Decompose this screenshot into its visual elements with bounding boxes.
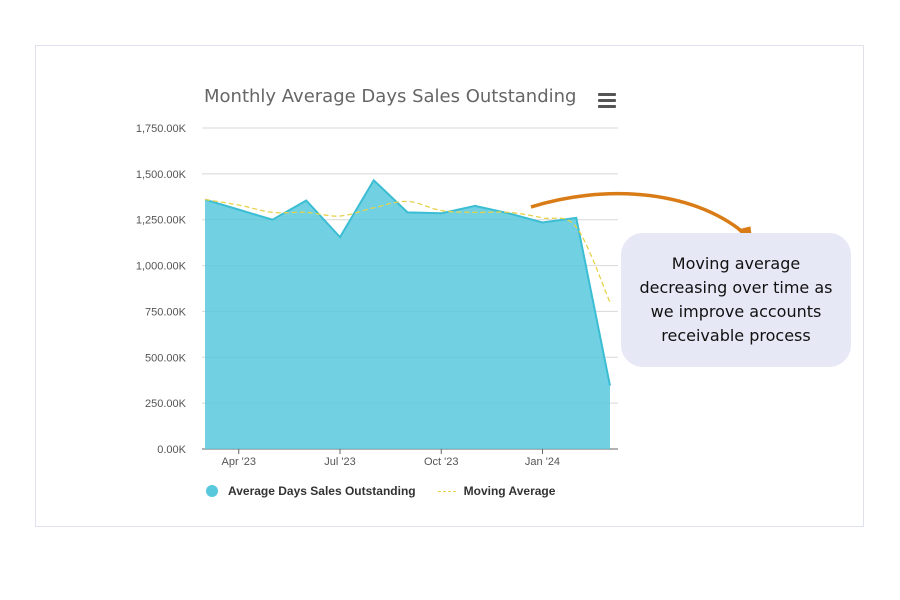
- y-tick-label: 250.00K: [145, 398, 187, 410]
- x-tick-label: Jul '23: [324, 456, 355, 468]
- chart-title: Monthly Average Days Sales Outstanding: [204, 86, 577, 107]
- area-line: [204, 178, 611, 386]
- legend-label-area[interactable]: Average Days Sales Outstanding: [228, 484, 416, 498]
- annotation-callout: Moving average decreasing over time as w…: [621, 233, 851, 367]
- x-tick-label: Apr '23: [221, 456, 256, 468]
- annotation-text: Moving average decreasing over time as w…: [639, 254, 833, 345]
- chart-legend: Average Days Sales Outstanding Moving Av…: [206, 484, 555, 498]
- y-tick-label: 1,000.00K: [136, 261, 187, 273]
- x-tick-label: Jan '24: [525, 456, 560, 468]
- y-axis-ticks: 0.00K 250.00K 500.00K 750.00K 1,000.00K 1,250…: [136, 123, 187, 456]
- y-tick-label: 750.00K: [145, 306, 187, 318]
- area-series: [204, 178, 611, 449]
- legend-label-moving-average[interactable]: Moving Average: [463, 484, 556, 498]
- moving-average-line: [204, 198, 611, 303]
- annotation-arrow-line: [530, 191, 746, 235]
- y-tick-label: 1,500.00K: [136, 169, 187, 181]
- y-tick-label: 1,250.00K: [136, 215, 187, 227]
- legend-marker-moving-average[interactable]: [437, 490, 456, 492]
- x-tick-label: Oct '23: [424, 456, 459, 468]
- y-tick-label: 0.00K: [157, 444, 186, 456]
- legend-marker-area[interactable]: [206, 485, 218, 497]
- area-fill: [205, 180, 610, 449]
- y-tick-label: 500.00K: [145, 352, 187, 364]
- x-axis-ticks: Apr '23 Jul '23 Oct '23 Jan '24: [221, 449, 560, 468]
- moving-average-series: [204, 198, 611, 303]
- y-tick-label: 1,750.00K: [136, 123, 187, 135]
- hamburger-menu-icon[interactable]: [598, 93, 616, 109]
